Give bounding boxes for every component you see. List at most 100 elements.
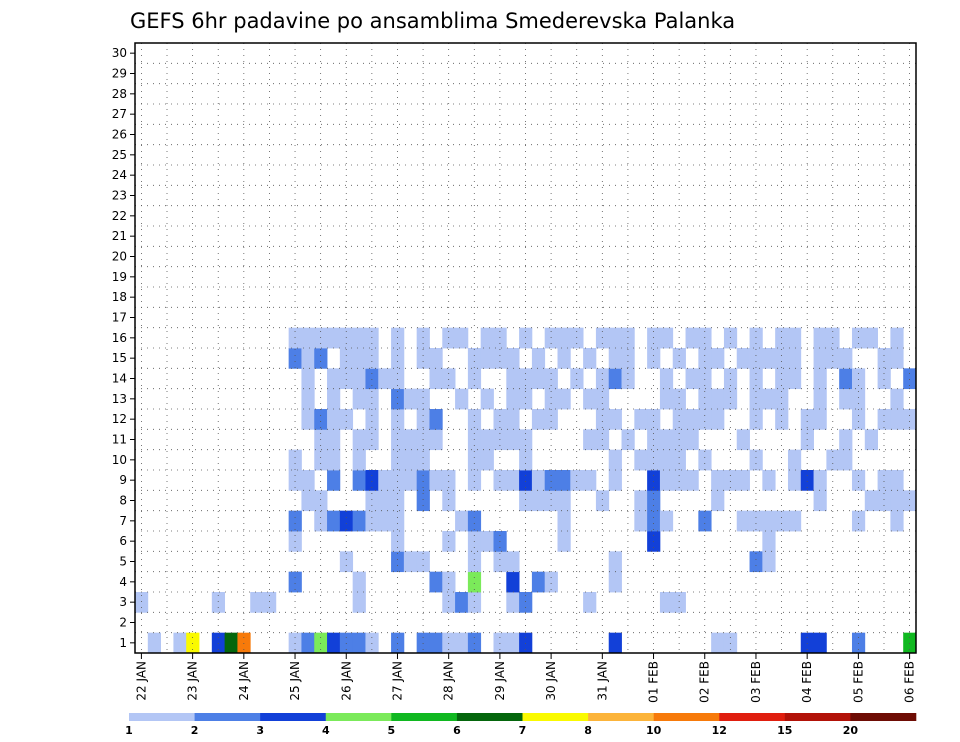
precip-cell [352,449,366,471]
precip-cell [659,510,674,532]
precip-cell [903,368,917,390]
y-tick-label: 24 [112,168,127,182]
precip-cell [314,348,328,369]
precip-cell [749,388,763,410]
precip-cell [800,470,814,491]
precip-cell [416,470,430,491]
precip-cell [608,327,622,349]
precip-cell [391,348,405,369]
precip-cell [301,348,315,369]
precip-cell [659,470,674,491]
precip-cell [467,449,482,471]
precip-cell [455,327,469,349]
precip-cell [365,388,379,410]
precip-cell [519,327,533,349]
precip-cell [416,551,430,573]
colorbar-label: 10 [646,724,662,737]
precip-cell [557,470,571,491]
precip-cell [685,470,699,491]
precip-cell [442,470,456,491]
precip-cell [711,632,725,654]
precip-cell [493,551,507,573]
precip-cell [595,388,610,410]
precip-cell [813,409,827,430]
y-tick-label: 14 [112,372,127,386]
precip-cell [570,327,584,349]
precip-cell [736,470,750,491]
precip-cell [416,449,430,471]
precip-cell [685,368,699,390]
precip-cell [314,490,328,512]
y-tick-label: 4 [119,575,127,589]
x-tick-label: 23 JAN [186,661,200,701]
y-tick-label: 25 [112,148,127,162]
precip-cell [173,632,187,654]
colorbar-label: 15 [777,724,792,737]
precip-cell [749,510,763,532]
x-tick-label: 05 FEB [851,661,865,703]
precip-cell [301,327,315,349]
precip-cell [455,510,469,532]
precip-cell [519,368,533,390]
precip-cell [595,490,610,512]
y-tick-label: 9 [119,473,127,487]
precip-cell [839,368,853,390]
x-tick-label: 06 FEB [903,661,917,703]
precip-cell [698,327,712,349]
precip-cell [467,368,482,390]
colorbar-label: 7 [519,724,527,737]
precip-cell [864,327,878,349]
precip-cell [391,470,405,491]
precip-cell [877,368,891,390]
precip-cell [672,449,686,471]
precip-cell [506,429,520,451]
precip-cell [403,470,418,491]
precip-cell [416,348,430,369]
grid-lines [135,43,916,653]
precip-cell [557,490,571,512]
precip-cell [442,490,456,512]
precip-cell [813,490,827,512]
precip-cell [506,388,520,410]
precip-cell [647,327,661,349]
precip-cell [480,449,494,471]
precip-cell [647,449,661,471]
precip-cell [544,327,558,349]
plot-frame [134,42,917,654]
y-tick-label: 13 [112,392,127,406]
x-tick-label: 22 JAN [134,661,148,701]
precip-cell [749,449,763,471]
y-tick-label: 27 [112,107,127,121]
precip-cell [813,348,827,369]
colorbar-label: 6 [453,724,461,737]
x-tick-label: 28 JAN [442,661,456,701]
chart-title: GEFS 6hr padavine po ansamblima Smederev… [130,9,735,33]
precip-cell [442,571,456,593]
precip-cell [391,510,405,532]
precip-cell [659,327,674,349]
precip-cell [762,470,776,491]
precip-cell [659,592,674,613]
precip-cell [352,592,366,613]
precip-cell [621,327,635,349]
precip-cell [467,571,482,593]
precip-cell [557,327,571,349]
y-tick-label: 6 [119,534,127,548]
precip-cell [826,348,840,369]
precip-cell [647,409,661,430]
y-tick-label: 22 [112,209,127,223]
precip-cell [685,327,699,349]
precip-cell [455,388,469,410]
precip-cell [608,571,622,593]
precip-cell [288,470,302,491]
precip-cell [736,348,750,369]
precip-cell [698,449,712,471]
precip-cell [851,510,866,532]
precip-cell [493,409,507,430]
precip-cell [301,388,315,410]
precip-cell [403,449,418,471]
precip-cell [877,409,891,430]
y-tick-label: 2 [119,616,127,630]
y-tick-label: 23 [112,189,127,203]
precip-cell [467,592,482,613]
